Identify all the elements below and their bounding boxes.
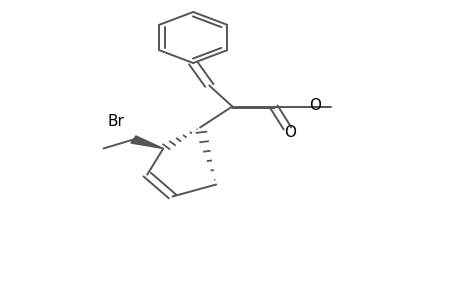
Text: O: O — [308, 98, 320, 113]
Polygon shape — [131, 136, 163, 148]
Text: Br: Br — [107, 114, 124, 129]
Text: O: O — [283, 125, 295, 140]
